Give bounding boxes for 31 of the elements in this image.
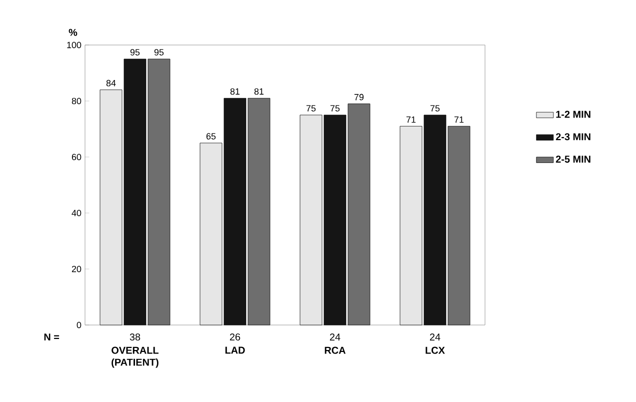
data-label: 95 — [154, 49, 164, 56]
text: 24 — [430, 334, 440, 340]
text: N = — [44, 334, 60, 340]
x-tick-label: LCX — [426, 346, 445, 354]
y-tick-label: 40 — [72, 210, 82, 216]
data-label: 84 — [106, 80, 116, 86]
data-label: 81 — [254, 88, 264, 95]
legend-label: 2-5 MIN — [556, 156, 590, 163]
data-label: 79 — [354, 94, 364, 100]
y-tick-label: 60 — [72, 154, 82, 160]
data-label: 95 — [130, 49, 140, 56]
x-tick-label: RCA — [324, 346, 346, 354]
x-tick-label: LAD — [225, 346, 245, 354]
data-label: 75 — [306, 105, 316, 112]
data-label: 75 — [430, 105, 440, 112]
y-axis-title: % — [68, 28, 78, 36]
data-label: 71 — [454, 116, 464, 123]
y-tick-label: 20 — [72, 266, 82, 272]
y-tick-label: 80 — [72, 98, 82, 104]
data-label: 65 — [206, 133, 216, 140]
y-tick-label: 0 — [76, 322, 82, 328]
data-label: 71 — [406, 116, 416, 123]
legend-label: 1-2 MIN — [556, 110, 590, 118]
y-tick-label: 100 — [67, 42, 82, 48]
x-tick-label: OVERALL (PATIENT) — [112, 346, 158, 368]
data-label: 81 — [230, 88, 240, 95]
text: 26 — [230, 333, 240, 341]
legend-label: 2-3 MIN — [556, 133, 590, 140]
text: 38 — [130, 333, 140, 341]
text: 24 — [330, 334, 340, 340]
data-label: 75 — [330, 105, 340, 112]
